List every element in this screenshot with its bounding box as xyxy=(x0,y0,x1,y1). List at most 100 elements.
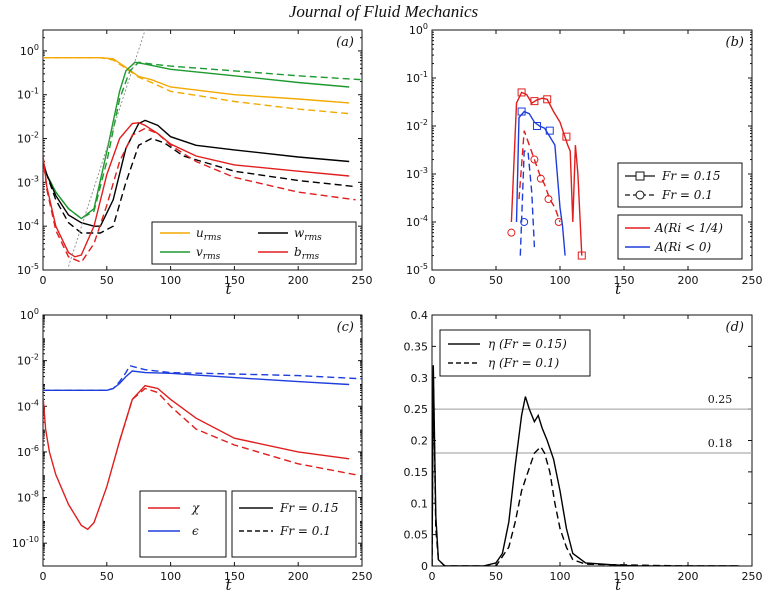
x-tick-label: 0 xyxy=(40,570,47,583)
x-tick-label: 50 xyxy=(100,570,114,583)
series-marker xyxy=(507,228,516,237)
legend-label: vrms xyxy=(196,245,221,262)
x-tick-label: 0 xyxy=(429,570,436,583)
legend-label: Fr = 0.1 xyxy=(279,524,331,538)
series-line-3 xyxy=(43,384,350,531)
plot-frame xyxy=(431,29,753,271)
series-line-8 xyxy=(43,127,356,264)
x-tick-label: 250 xyxy=(742,274,763,287)
y-tick-label: 10-4 xyxy=(17,218,39,233)
legend-label: A(Ri < 0) xyxy=(654,240,712,254)
legend-label: Fr = 0.1 xyxy=(661,188,713,202)
y-tick-label: 10-3 xyxy=(406,166,428,181)
plot-frame xyxy=(42,29,363,271)
x-axis-label: t xyxy=(225,576,232,594)
y-tick-label: 0 xyxy=(421,560,428,573)
y-tick-label: 0.3 xyxy=(411,372,429,385)
series-line-2 xyxy=(518,130,561,223)
legend-box xyxy=(617,214,743,260)
y-tick-label: 10-4 xyxy=(17,398,39,413)
y-tick-label: 100 xyxy=(20,43,39,58)
legend: χϵ Fr = 0.15 Fr = 0.1 xyxy=(139,490,357,558)
legend-box xyxy=(439,329,591,377)
series-marker xyxy=(562,132,571,141)
y-tick-label: 10-1 xyxy=(17,87,39,102)
series-line-1 xyxy=(432,365,740,566)
series-line-4 xyxy=(43,61,362,220)
series-group xyxy=(43,30,362,267)
series-line-4 xyxy=(118,387,356,476)
series-marker xyxy=(536,174,545,183)
series-marker xyxy=(545,126,554,135)
legend: urms wrms vrms brms xyxy=(151,221,357,265)
x-tick-label: 150 xyxy=(614,570,635,583)
y-tick-label: 10-2 xyxy=(406,118,428,133)
y-tick-label: 0.05 xyxy=(404,529,429,542)
x-tick-label: 200 xyxy=(288,570,309,583)
y-tick-label: 10-4 xyxy=(406,214,428,229)
series-line-3 xyxy=(515,110,566,256)
legend-label: A(Ri < 1/4) xyxy=(654,221,723,235)
legend-marker xyxy=(635,171,645,181)
y-tick-label: 0.4 xyxy=(411,309,429,322)
series-line-6 xyxy=(43,137,356,234)
legend-label: urms xyxy=(196,226,222,243)
chart-panel-c: 0 50 100 150 200 250 10-10 10-8 10-6 10-4 10-2 100 t… xyxy=(12,307,373,594)
panel-label: (c) xyxy=(337,320,354,335)
series-marker xyxy=(517,107,526,116)
series-group xyxy=(432,365,740,566)
y-tick-label: 100 xyxy=(20,307,39,322)
x-tick-label: 0 xyxy=(429,274,436,287)
series-marker xyxy=(520,218,529,226)
y-tick-label: 10-2 xyxy=(17,131,39,146)
x-tick-label: 250 xyxy=(352,570,373,583)
series-marker xyxy=(532,122,541,130)
y-tick-label: 0.25 xyxy=(404,403,429,416)
series-marker xyxy=(577,251,586,260)
series-line-3 xyxy=(43,61,350,220)
series-line-2 xyxy=(432,377,740,566)
panel-label: (d) xyxy=(726,320,744,335)
reference-label: 0.25 xyxy=(708,393,733,406)
x-tick-label: 50 xyxy=(100,274,114,287)
legend-box xyxy=(617,162,743,208)
legend-label: χ xyxy=(191,501,200,515)
x-tick-label: 0 xyxy=(40,274,47,287)
legend-label: wrms xyxy=(294,226,322,243)
chart-panel-d: 0 50 100 150 200 250 0 0.05 0.1 0.15 0.2 0.25 0.3 0.3… xyxy=(404,309,763,594)
x-axis-label: t xyxy=(225,280,232,298)
series-group xyxy=(43,364,362,531)
y-tick-label: 100 xyxy=(409,22,428,37)
x-tick-label: 150 xyxy=(224,274,245,287)
legend-label: η (Fr = 0.15) xyxy=(488,337,567,351)
plot-frame xyxy=(42,314,363,567)
series-line-5 xyxy=(43,119,350,227)
x-tick-label: 200 xyxy=(678,274,699,287)
x-tick-label: 150 xyxy=(224,570,245,583)
x-tick-label: 150 xyxy=(614,274,635,287)
panel-label: (a) xyxy=(336,35,354,50)
series-marker xyxy=(530,155,539,164)
series-line-2 xyxy=(43,364,362,391)
series-line-4 xyxy=(519,150,536,256)
legend-label: η (Fr = 0.1) xyxy=(488,356,560,370)
legend: η (Fr = 0.15) η (Fr = 0.1) xyxy=(439,329,591,377)
chart-panel-b: 0 50 100 150 200 250 10-5 10-4 10-3 10-2 10-1 100 t (… xyxy=(406,22,762,298)
x-tick-label: 200 xyxy=(288,274,309,287)
y-tick-label: 0.15 xyxy=(404,466,429,479)
legend-marker xyxy=(635,190,645,200)
y-tick-label: 10-2 xyxy=(17,353,39,368)
x-tick-label: 100 xyxy=(160,570,181,583)
legend-label: Fr = 0.15 xyxy=(279,501,338,515)
legend-box xyxy=(151,221,357,265)
y-tick-label: 10-8 xyxy=(17,490,39,505)
x-tick-label: 50 xyxy=(489,274,503,287)
y-tick-label: 10-10 xyxy=(12,535,39,550)
x-axis-label: t xyxy=(615,576,622,594)
x-tick-label: 250 xyxy=(742,570,763,583)
reference-label: 0.18 xyxy=(708,437,733,450)
series-line-1 xyxy=(510,91,583,256)
y-tick-label: 10-5 xyxy=(17,262,39,277)
legend-label: Fr = 0.15 xyxy=(661,169,720,183)
